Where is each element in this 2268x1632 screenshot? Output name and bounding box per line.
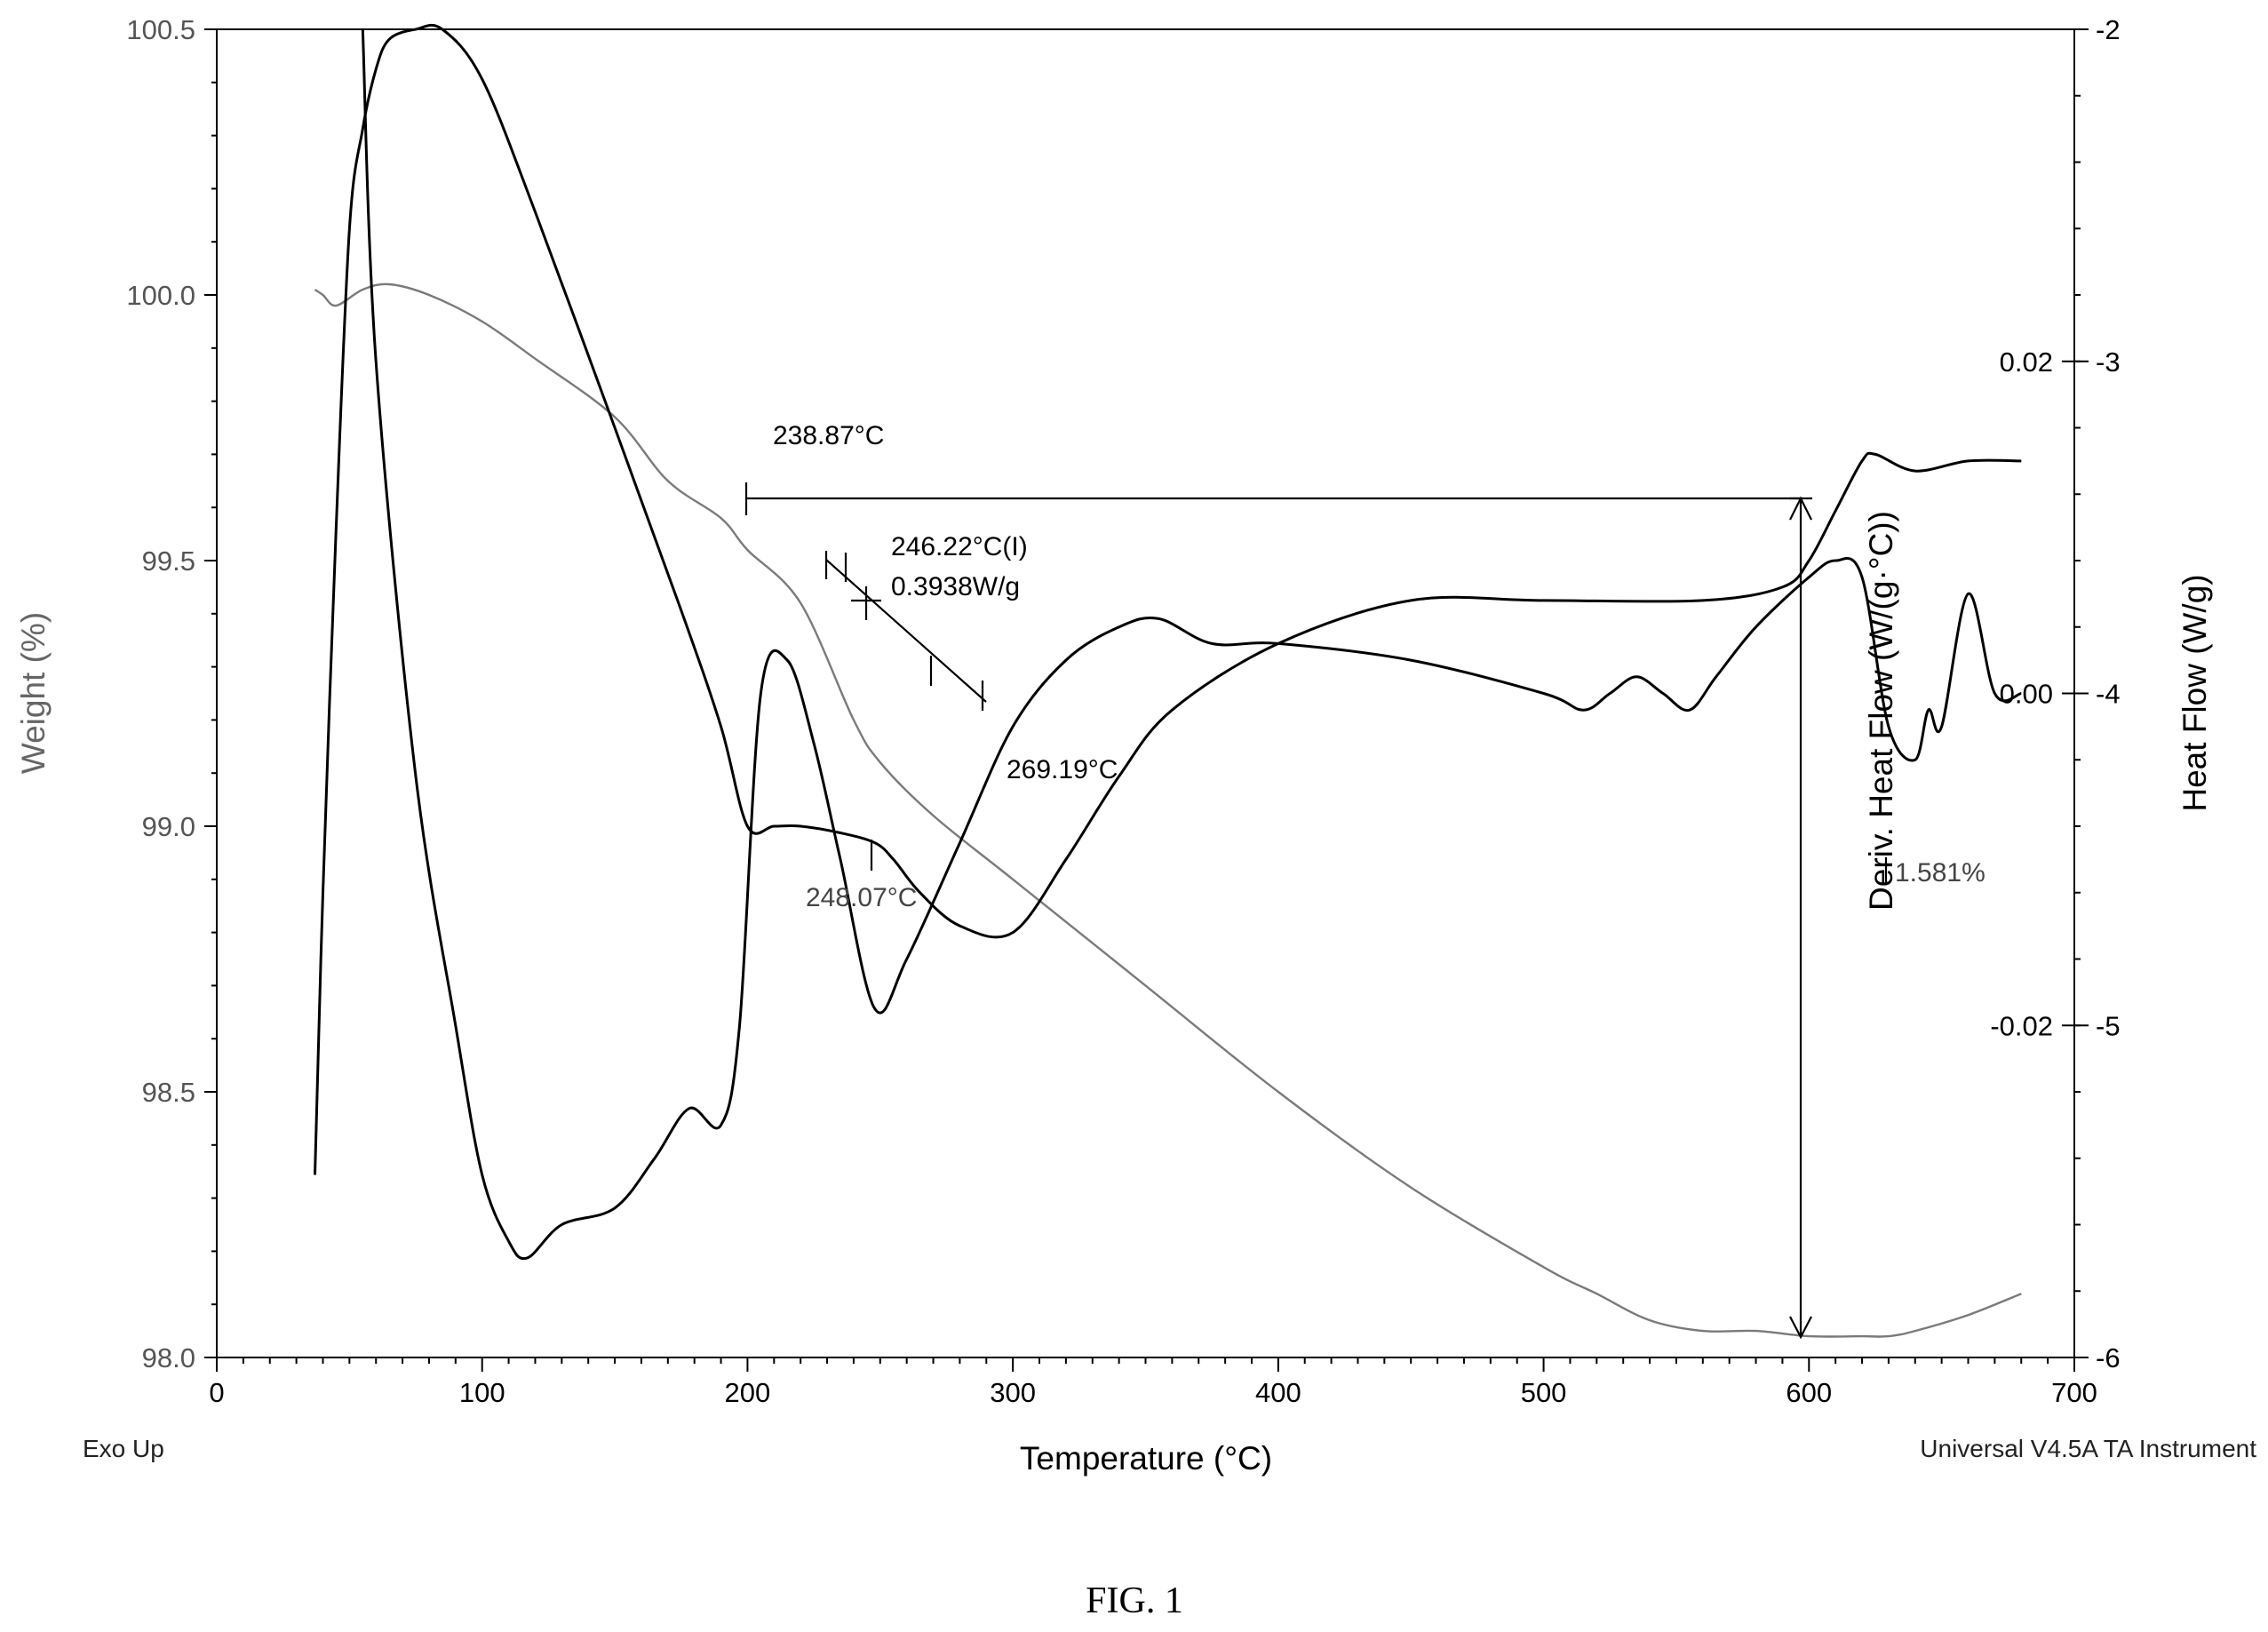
instrument-label: Universal V4.5A TA Instrument [1920, 1435, 2256, 1462]
x-axis-ticks: 0 100 200 300 400 500 600 700 [209, 1357, 2097, 1408]
weight-tick-label: 99.5 [142, 545, 195, 577]
heat-flow-curve [314, 23, 2022, 1175]
deriv-tick-label: -0.02 [1990, 1010, 2053, 1041]
figure-caption: FIG. 1 [1086, 1580, 1183, 1621]
x-tick-label: 400 [1255, 1377, 1301, 1408]
weight-tick-label: 98.0 [142, 1342, 195, 1373]
x-tick-label: 700 [2051, 1377, 2097, 1408]
x-tick-label: 600 [1786, 1377, 1832, 1408]
deriv-tick-label: 0.00 [2000, 679, 2053, 710]
x-tick-label: 0 [209, 1377, 224, 1408]
weight-loss-step-overlay [744, 482, 1888, 1340]
onset-tangent-line [825, 559, 987, 703]
annotation-1-581: 1.581% [1895, 858, 1985, 888]
plot-frame [216, 28, 2075, 1358]
weight-tick-label: 100.0 [126, 280, 195, 311]
x-tick-label: 200 [725, 1377, 771, 1408]
weight-curve [314, 283, 2022, 1338]
weight-tick-label: 98.5 [142, 1077, 195, 1108]
annotation-0-3938: 0.3938W/g [891, 572, 1020, 601]
step-arrow-head-bottom [1789, 1316, 1812, 1340]
x-tick-label: 100 [459, 1377, 505, 1408]
deriv-heat-flow-axis-title: Deriv. Heat Flow (W/(g·°C)) [1863, 511, 1899, 911]
deriv-heat-flow-curve [361, 28, 2022, 1261]
heat-flow-tick-label: -4 [2096, 679, 2121, 710]
deriv-heat-flow-axis-ticks: 0.02 0.00 -0.02 [1990, 346, 2074, 1041]
annotation-269-19: 269.19°C [1007, 755, 1118, 784]
x-axis-title: Temperature (°C) [1020, 1440, 1272, 1477]
heat-flow-tick-label: -5 [2096, 1010, 2121, 1041]
weight-tick-label: 99.0 [142, 811, 195, 842]
onset-analysis-overlay [824, 551, 987, 711]
heat-flow-axis-title: Heat Flow (W/g) [2176, 574, 2213, 811]
heat-flow-tick-label: -6 [2096, 1342, 2121, 1373]
weight-axis-ticks: 98.0 98.5 99.0 99.5 100.0 100.5 [126, 14, 217, 1373]
deriv-tick-label: 0.02 [2000, 346, 2053, 378]
annotation-246-22: 246.22°C(I) [891, 532, 1028, 561]
weight-tick-label: 100.5 [126, 14, 195, 45]
annotation-248-07: 248.07°C [806, 883, 917, 912]
x-tick-label: 300 [990, 1377, 1036, 1408]
exo-up-label: Exo Up [83, 1435, 164, 1462]
x-tick-label: 500 [1521, 1377, 1567, 1408]
heat-flow-axis-ticks: -2 -3 -4 -5 -6 [2074, 14, 2121, 1373]
heat-flow-tick-label: -3 [2096, 346, 2121, 378]
heat-flow-tick-label: -2 [2096, 14, 2121, 45]
annotation-238-87: 238.87°C [773, 421, 884, 450]
weight-axis-title: Weight (%) [15, 612, 52, 774]
